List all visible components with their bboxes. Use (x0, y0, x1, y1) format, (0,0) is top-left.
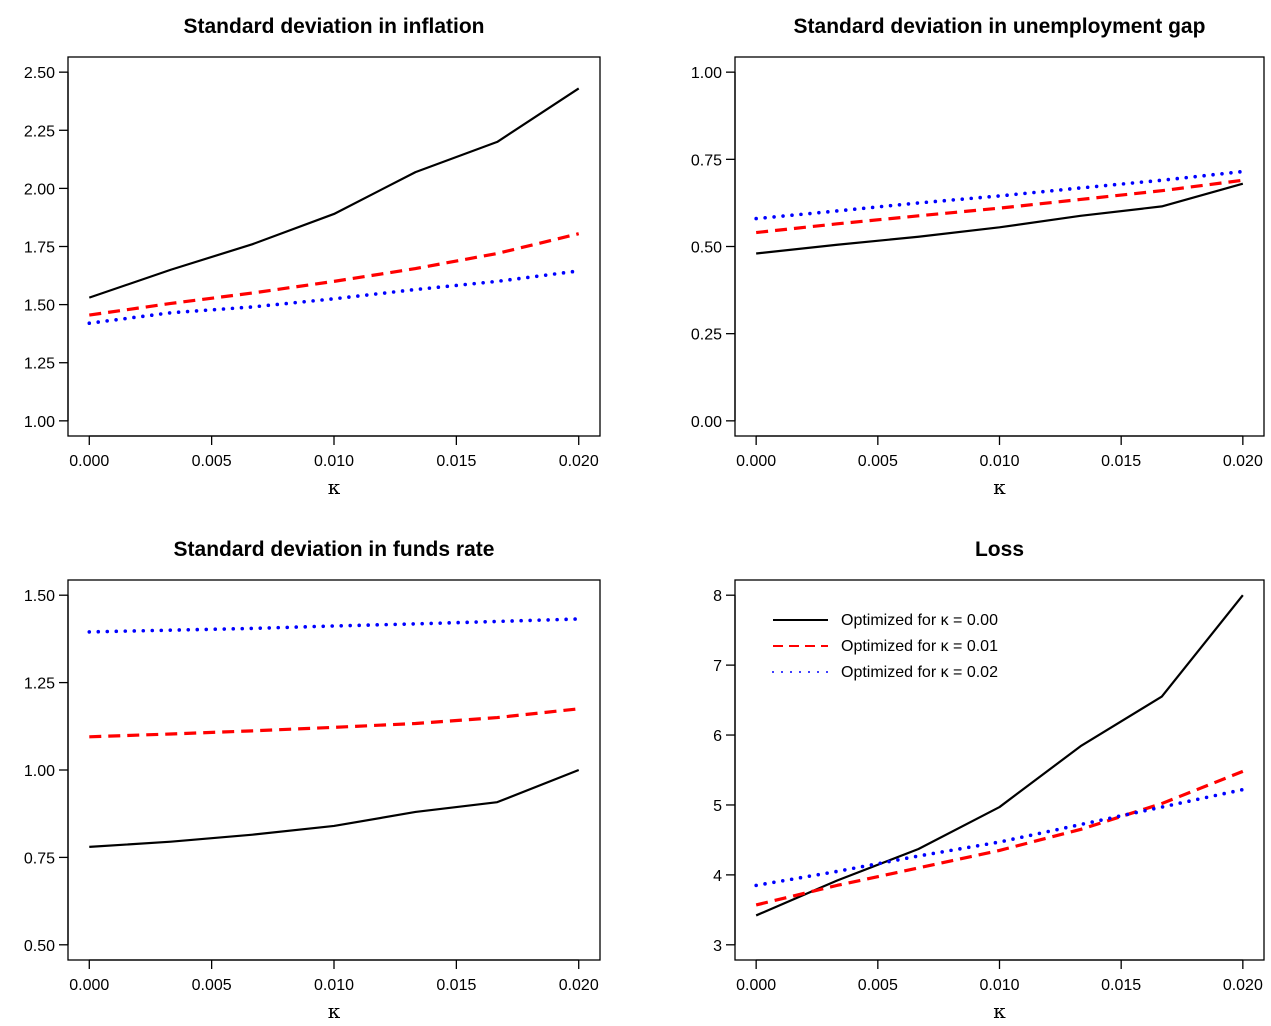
chart-panel-4: Loss 0.000 0.005 0.010 0.015 0.020 κ 3 4 5 6 7 8 Opti… (713, 538, 1265, 1023)
y-tick-label: 2.00 (24, 181, 55, 198)
x-tick-label: 0.005 (858, 977, 898, 994)
x-tick-label: 0.015 (1101, 977, 1141, 994)
x-tick-label: 0.015 (1101, 453, 1141, 470)
chart-panel-2: Standard deviation in unemployment gap 0.… (691, 15, 1265, 499)
legend: Optimized for κ = 0.00 Optimized for κ = … (772, 612, 998, 681)
y-tick-label: 0.75 (691, 152, 722, 169)
series-line-solid (755, 594, 1244, 917)
series-line-solid (89, 768, 580, 849)
x-axis-label: κ (993, 475, 1006, 499)
x-axis-label: κ (328, 475, 341, 499)
chart-title: Standard deviation in funds rate (174, 538, 495, 561)
x-tick-label: 0.000 (736, 453, 776, 470)
x-tick-label: 0.020 (559, 453, 599, 470)
legend-label: Optimized for κ = 0.02 (841, 664, 998, 681)
x-tick-label: 0.010 (979, 977, 1019, 994)
x-tick-label: 0.020 (1223, 977, 1263, 994)
x-tick-label: 0.020 (559, 977, 599, 994)
y-tick-label: 3 (713, 938, 722, 955)
x-tick-label: 0.005 (858, 453, 898, 470)
series-line-dotted (87, 269, 581, 326)
x-axis-label: κ (993, 999, 1006, 1023)
plot-frame (67, 56, 601, 437)
legend-label: Optimized for κ = 0.00 (841, 612, 998, 629)
chart-panel-1: Standard deviation in inflation 0.000 0.00… (24, 15, 601, 499)
x-tick-label: 0.000 (69, 977, 109, 994)
y-tick-label: 8 (713, 588, 722, 605)
y-tick-label: 5 (713, 798, 722, 815)
y-tick-label: 1.25 (24, 676, 55, 693)
series-line-dotted (754, 787, 1245, 888)
series-line-dashed (89, 232, 580, 317)
y-tick-label: 0.00 (691, 414, 722, 431)
chart-title: Standard deviation in inflation (183, 15, 484, 38)
y-tick-label: 1.25 (24, 356, 55, 373)
y-tick-label: 7 (713, 658, 722, 675)
y-tick-label: 1.50 (24, 588, 55, 605)
series-line-dashed (755, 178, 1244, 235)
series-line-dotted (87, 617, 581, 634)
legend-label: Optimized for κ = 0.01 (841, 638, 998, 655)
series-line-dashed (89, 707, 579, 739)
series-line-dashed (755, 769, 1244, 907)
y-tick-label: 0.25 (691, 327, 722, 344)
series-line-solid (88, 87, 580, 299)
x-tick-label: 0.010 (314, 977, 354, 994)
y-tick-label: 2.25 (24, 123, 55, 140)
x-tick-label: 0.020 (1223, 453, 1263, 470)
plot-frame (67, 579, 601, 961)
x-tick-label: 0.015 (436, 453, 476, 470)
x-tick-label: 0.010 (314, 453, 354, 470)
y-tick-label: 4 (713, 868, 722, 885)
y-tick-label: 2.50 (24, 65, 55, 82)
x-tick-label: 0.015 (436, 977, 476, 994)
x-tick-label: 0.000 (69, 453, 109, 470)
y-tick-label: 1.50 (24, 298, 55, 315)
y-tick-label: 1.00 (24, 414, 55, 431)
series-line-dotted (754, 169, 1245, 221)
x-tick-label: 0.005 (192, 977, 232, 994)
y-tick-label: 1.00 (691, 65, 722, 82)
y-tick-label: 0.50 (691, 240, 722, 257)
y-tick-label: 0.75 (24, 850, 55, 867)
chart-title: Loss (975, 538, 1024, 561)
x-tick-label: 0.000 (736, 977, 776, 994)
x-tick-label: 0.005 (192, 453, 232, 470)
x-axis-label: κ (328, 999, 341, 1023)
chart-title: Standard deviation in unemployment gap (794, 15, 1206, 38)
plot-frame (734, 579, 1265, 961)
y-tick-label: 1.75 (24, 240, 55, 257)
y-tick-label: 6 (713, 728, 722, 745)
series-line-solid (756, 182, 1244, 255)
x-tick-label: 0.010 (979, 453, 1019, 470)
chart-panel-3: Standard deviation in funds rate 0.000 0.0… (24, 538, 601, 1023)
y-tick-label: 0.50 (24, 938, 55, 955)
y-tick-label: 1.00 (24, 763, 55, 780)
